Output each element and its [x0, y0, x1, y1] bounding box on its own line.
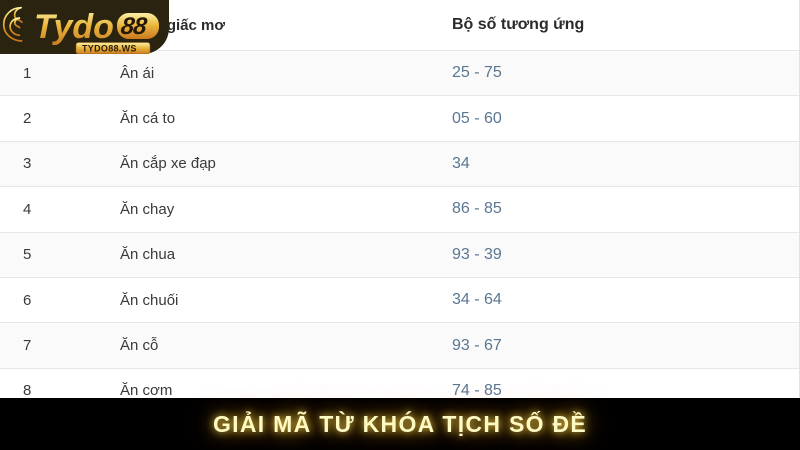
svg-text:Tydo: Tydo: [34, 8, 114, 46]
svg-text:TYDO88.WS: TYDO88.WS: [82, 43, 137, 53]
